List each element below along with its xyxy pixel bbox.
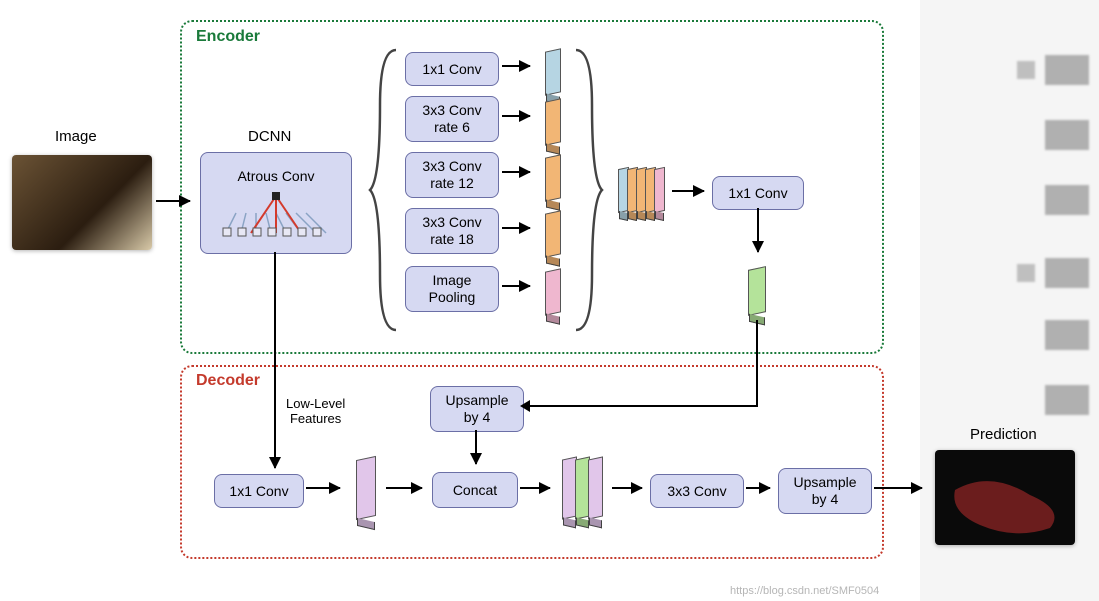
slab-aspp-4 xyxy=(545,210,561,257)
arrow-input-atrous xyxy=(156,200,190,202)
thumb-row-5 xyxy=(1045,320,1089,350)
conv3x3-r18-box: 3x3 Conv rate 18 xyxy=(405,208,499,254)
arrow-aspp-4 xyxy=(502,227,530,229)
thumb-row-4 xyxy=(1017,258,1089,288)
arrow-6 xyxy=(874,487,922,489)
arrow-concat-conv xyxy=(672,190,704,192)
upsample-b-box: Upsample by 4 xyxy=(778,468,872,514)
thumb-row-6 xyxy=(1045,385,1089,415)
thumb-row-2 xyxy=(1045,120,1089,150)
conv3x3-r12-box: 3x3 Conv rate 12 xyxy=(405,152,499,198)
thumb-row-1 xyxy=(1017,55,1089,85)
conv3x3-r6-box: 3x3 Conv rate 6 xyxy=(405,96,499,142)
atrous-conv-box: Atrous Conv xyxy=(200,152,352,254)
arrow-conv-green xyxy=(757,208,759,252)
arrow-aspp-5 xyxy=(502,285,530,287)
slab-dec-concat-3 xyxy=(588,456,603,519)
conv1x1-a-box: 1x1 Conv xyxy=(405,52,499,86)
arrow-upsample-concat xyxy=(475,430,477,464)
atrous-icon xyxy=(216,188,336,238)
input-image xyxy=(12,155,152,250)
arrow-3 xyxy=(520,487,550,489)
image-pool-box: Image Pooling xyxy=(405,266,499,312)
slab-aspp-1 xyxy=(545,48,561,95)
upsample-a-box: Upsample by 4 xyxy=(430,386,524,432)
arrow-4 xyxy=(612,487,642,489)
concat-box: Concat xyxy=(432,472,518,508)
arrow-aspp-3 xyxy=(502,171,530,173)
dec-conv1x1-box: 1x1 Conv xyxy=(214,474,304,508)
watermark: https://blog.csdn.net/SMF0504 xyxy=(730,585,879,597)
slab-aspp-3 xyxy=(545,154,561,201)
encoder-title: Encoder xyxy=(196,28,260,46)
brace-right-icon xyxy=(574,45,604,335)
atrous-label: Atrous Conv xyxy=(237,168,314,185)
dcnn-label: DCNN xyxy=(248,128,291,145)
dec-conv3x3-box: 3x3 Conv xyxy=(650,474,744,508)
sidebar-thumbnails xyxy=(929,0,1099,601)
conv1x1-b-box: 1x1 Conv xyxy=(712,176,804,210)
lowlevel-label: Low-Level Features xyxy=(286,396,345,426)
slab-concat-5 xyxy=(654,167,665,213)
brace-left-icon xyxy=(368,45,398,335)
arrow-1 xyxy=(306,487,340,489)
arrow-green-upsample xyxy=(520,300,780,420)
arrow-2 xyxy=(386,487,422,489)
diagram-canvas: Encoder Decoder Image DCNN Atrous Conv xyxy=(0,0,920,601)
arrow-aspp-1 xyxy=(502,65,530,67)
image-label: Image xyxy=(55,128,97,145)
arrow-atrous-lowlevel xyxy=(274,252,276,468)
arrow-aspp-2 xyxy=(502,115,530,117)
slab-aspp-2 xyxy=(545,98,561,145)
arrow-5 xyxy=(746,487,770,489)
thumb-row-3 xyxy=(1045,185,1089,215)
slab-dec-lowlevel xyxy=(356,456,376,520)
decoder-title: Decoder xyxy=(196,372,260,390)
